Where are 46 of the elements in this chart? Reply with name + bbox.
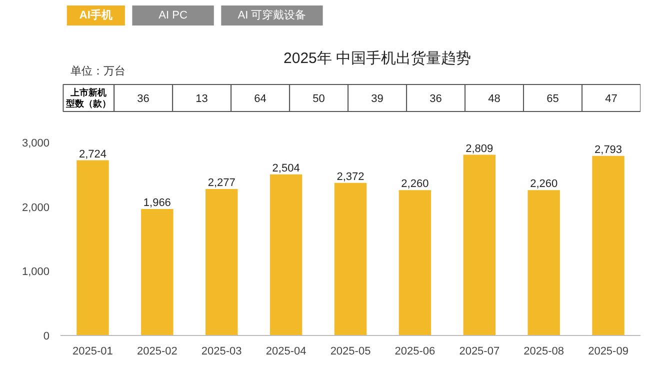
data-label: 1,966 <box>143 197 171 210</box>
bar <box>270 174 302 336</box>
data-label: 2,260 <box>530 178 558 190</box>
x-tick-label: 2025-07 <box>459 346 500 358</box>
data-label: 2,724 <box>78 148 106 160</box>
y-tick-label: 1,000 <box>22 266 50 278</box>
y-tick-label: 0 <box>43 330 50 342</box>
data-label: 2,372 <box>336 170 364 183</box>
text: 39 <box>371 93 384 105</box>
text: 65 <box>546 93 559 105</box>
x-tick-label: 2025-09 <box>588 346 628 358</box>
x-tick-label: 2025-02 <box>136 346 178 358</box>
text: 36 <box>137 93 150 105</box>
text: AI PC <box>158 10 188 22</box>
y-tick-label: 3,000 <box>22 138 50 150</box>
chart-title: 2025年 中国手机出货量趋势 <box>284 50 472 67</box>
bar <box>76 160 109 336</box>
bar <box>463 154 496 336</box>
text: 单位：万台 <box>70 64 126 78</box>
bar <box>206 189 238 336</box>
text: 64 <box>254 93 266 105</box>
x-tick-label: 2025-05 <box>330 346 371 358</box>
bar <box>592 156 624 336</box>
text: 36 <box>430 93 442 105</box>
data-label: 2,809 <box>466 142 494 155</box>
y-tick-label: 2,000 <box>22 202 50 214</box>
data-label: 2,793 <box>594 144 622 156</box>
x-tick-label: 2025-04 <box>266 346 306 358</box>
text: 13 <box>196 93 208 105</box>
data-label: 2,277 <box>208 177 236 190</box>
text: 上市新机型数（款） <box>65 88 112 108</box>
data-label: 2,260 <box>401 178 429 190</box>
text: AI 可穿戴设备 <box>238 8 306 22</box>
x-tick-label: 2025-03 <box>201 346 242 358</box>
text: 47 <box>605 93 618 105</box>
x-tick-label: 2025-08 <box>524 346 564 358</box>
bar <box>334 182 367 336</box>
bar <box>528 190 560 336</box>
text: AI手机 <box>79 8 112 22</box>
bar <box>141 209 174 336</box>
x-tick-label: 2025-06 <box>394 346 436 358</box>
x-tick-label: 2025-01 <box>72 346 113 358</box>
text: 48 <box>488 93 500 105</box>
bar <box>398 190 432 336</box>
data-label: 2,504 <box>272 162 300 174</box>
text: 50 <box>312 93 325 105</box>
